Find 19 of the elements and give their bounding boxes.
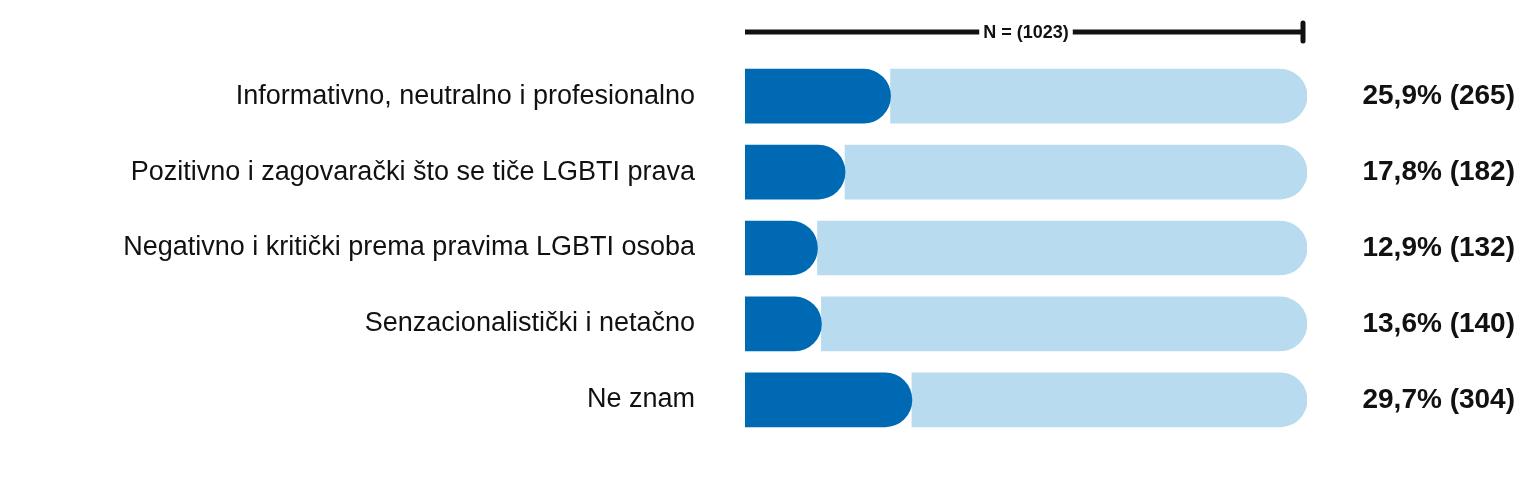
bar — [745, 144, 846, 200]
data-label: 17,8% (182) — [1362, 154, 1515, 186]
data-label: 25,9% (265) — [1362, 78, 1515, 110]
bar — [745, 372, 913, 428]
bar — [817, 220, 1307, 276]
bar — [844, 144, 1307, 200]
bar — [821, 296, 1307, 352]
text: N = (1023) — [983, 21, 1069, 42]
y-tick-label: Pozitivno i zagovarački što se tiče LGBTI prava — [130, 155, 696, 186]
bar — [890, 68, 1307, 124]
data-label: 29,7% (304) — [1362, 382, 1515, 414]
data-label: 12,9% (132) — [1362, 230, 1515, 262]
y-tick-label: Senzacionalistički i netačno — [364, 307, 695, 338]
data-label: 13,6% (140) — [1362, 306, 1515, 338]
bar — [911, 372, 1307, 428]
y-tick-label: Negativno i kritički prema pravima LGBTI osoba — [123, 231, 696, 262]
bar — [745, 68, 891, 124]
y-tick-label: Ne znam — [586, 383, 695, 414]
y-tick-label: Informativno, neutralno i profesionalno — [235, 79, 695, 110]
